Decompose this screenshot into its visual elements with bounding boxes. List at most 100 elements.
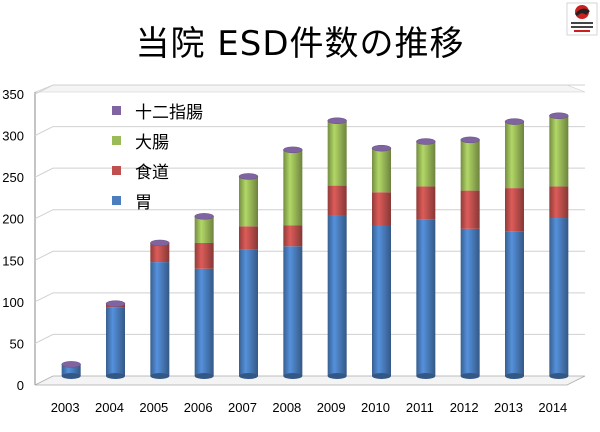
x-tick-label: 2010	[361, 400, 390, 415]
x-tick-label: 2008	[272, 400, 301, 415]
bar-base	[150, 373, 170, 379]
legend-item-colon: 大腸	[112, 128, 203, 153]
bar-cap	[150, 239, 170, 247]
gridline	[34, 167, 585, 178]
bar-segment	[460, 228, 480, 376]
chart-title: 当院 ESD件数の推移	[135, 24, 465, 64]
legend-swatch-duodenum	[112, 105, 121, 115]
bar-segment	[460, 139, 480, 191]
y-tick-label: 50	[10, 336, 24, 351]
bar-stack	[150, 239, 170, 379]
bar-stack	[460, 136, 480, 379]
bar-segment	[106, 307, 125, 376]
bar-cap	[371, 144, 392, 152]
legend-label-duodenum: 十二指腸	[135, 102, 203, 123]
bar-stack	[238, 173, 259, 379]
bar-segment	[505, 231, 524, 376]
bar-base	[239, 373, 258, 379]
bar-segment	[150, 242, 170, 263]
bar-cap	[61, 361, 81, 368]
gridline	[34, 333, 585, 344]
gridlines	[34, 84, 585, 344]
x-tick-label: 2011	[406, 400, 434, 415]
bar-stack	[105, 300, 126, 379]
bar-cap	[238, 173, 259, 180]
bar-segment	[239, 226, 258, 250]
x-tick-label: 2007	[228, 400, 257, 415]
bar-segment	[194, 216, 214, 243]
gridline	[34, 126, 585, 137]
bar-segment	[416, 141, 436, 187]
bar-segment	[416, 186, 436, 220]
bar-segment	[283, 149, 303, 226]
bar-stack	[371, 144, 392, 379]
x-tick-label: 2005	[139, 400, 168, 415]
bar-stack	[327, 117, 347, 379]
bar-base	[372, 373, 391, 379]
bar-segment	[327, 215, 347, 376]
x-tick-label: 2013	[494, 400, 523, 415]
y-tick-label: 250	[2, 170, 24, 185]
bar-segment	[283, 225, 303, 247]
gridline	[34, 84, 585, 95]
x-tick-label: 2014	[538, 400, 567, 415]
x-tick-label: 2006	[184, 400, 213, 415]
bar-cap	[416, 138, 436, 145]
bar-segment	[505, 121, 524, 189]
gridline	[34, 209, 585, 220]
bar-segment	[239, 176, 258, 227]
bar-base	[61, 373, 81, 379]
bar-segment	[460, 190, 480, 229]
y-tick-label: 350	[2, 87, 24, 102]
bars	[61, 112, 569, 379]
legend-label-stomach: 胃	[135, 192, 152, 213]
bar-cap	[283, 146, 303, 154]
bar-cap	[194, 213, 214, 220]
bar-stack	[416, 138, 436, 379]
bar-cap	[460, 136, 480, 144]
bar-segment	[283, 246, 303, 376]
gridline	[34, 250, 585, 261]
bar-cap	[105, 300, 126, 307]
bar-segment	[150, 262, 170, 376]
bar-segment	[327, 120, 347, 186]
legend-swatch-esophagus	[112, 165, 121, 175]
bar-segment	[505, 188, 524, 232]
legend-item-duodenum: 十二指腸	[112, 98, 203, 123]
gridline	[34, 292, 585, 303]
legend-label-esophagus: 食道	[135, 162, 169, 183]
bar-segment	[327, 185, 347, 216]
y-tick-label: 300	[2, 129, 24, 144]
bar-stack	[504, 118, 525, 379]
bar-cap	[327, 117, 347, 125]
bar-segment	[239, 249, 258, 376]
y-tick-label: 200	[2, 212, 24, 227]
bar-base	[416, 373, 436, 379]
legend: 十二指腸 大腸 食道 胃	[112, 98, 203, 218]
bar-base	[106, 373, 125, 379]
bar-cap	[549, 112, 569, 120]
bar-base	[194, 373, 214, 379]
bar-segment	[372, 148, 391, 193]
y-tick-label: 150	[2, 253, 24, 268]
bar-base	[549, 373, 569, 379]
bar-stack	[283, 146, 303, 379]
bar-segment	[549, 186, 569, 219]
bar-segment	[416, 219, 436, 376]
bar-segment	[194, 268, 214, 376]
y-tick-label: 100	[2, 295, 24, 310]
hospital-logo	[566, 2, 598, 36]
y-tick-labels: 0 50 100 150 200 250 300 350	[2, 87, 24, 393]
x-tick-label: 2004	[95, 400, 124, 415]
x-tick-labels: 2003 2004 2005 2006 2007 2008 2009 2010 2011 2012…	[51, 400, 568, 415]
bar-segment	[549, 115, 569, 187]
legend-item-esophagus: 食道	[112, 158, 203, 183]
bar-base	[327, 373, 347, 379]
bar-cap	[504, 118, 525, 125]
bar-stack	[549, 112, 569, 379]
bar-segment	[549, 218, 569, 376]
legend-item-stomach: 胃	[112, 188, 203, 213]
bar-segment	[372, 225, 391, 376]
bar-base	[505, 373, 524, 379]
bar-stack	[61, 361, 81, 379]
